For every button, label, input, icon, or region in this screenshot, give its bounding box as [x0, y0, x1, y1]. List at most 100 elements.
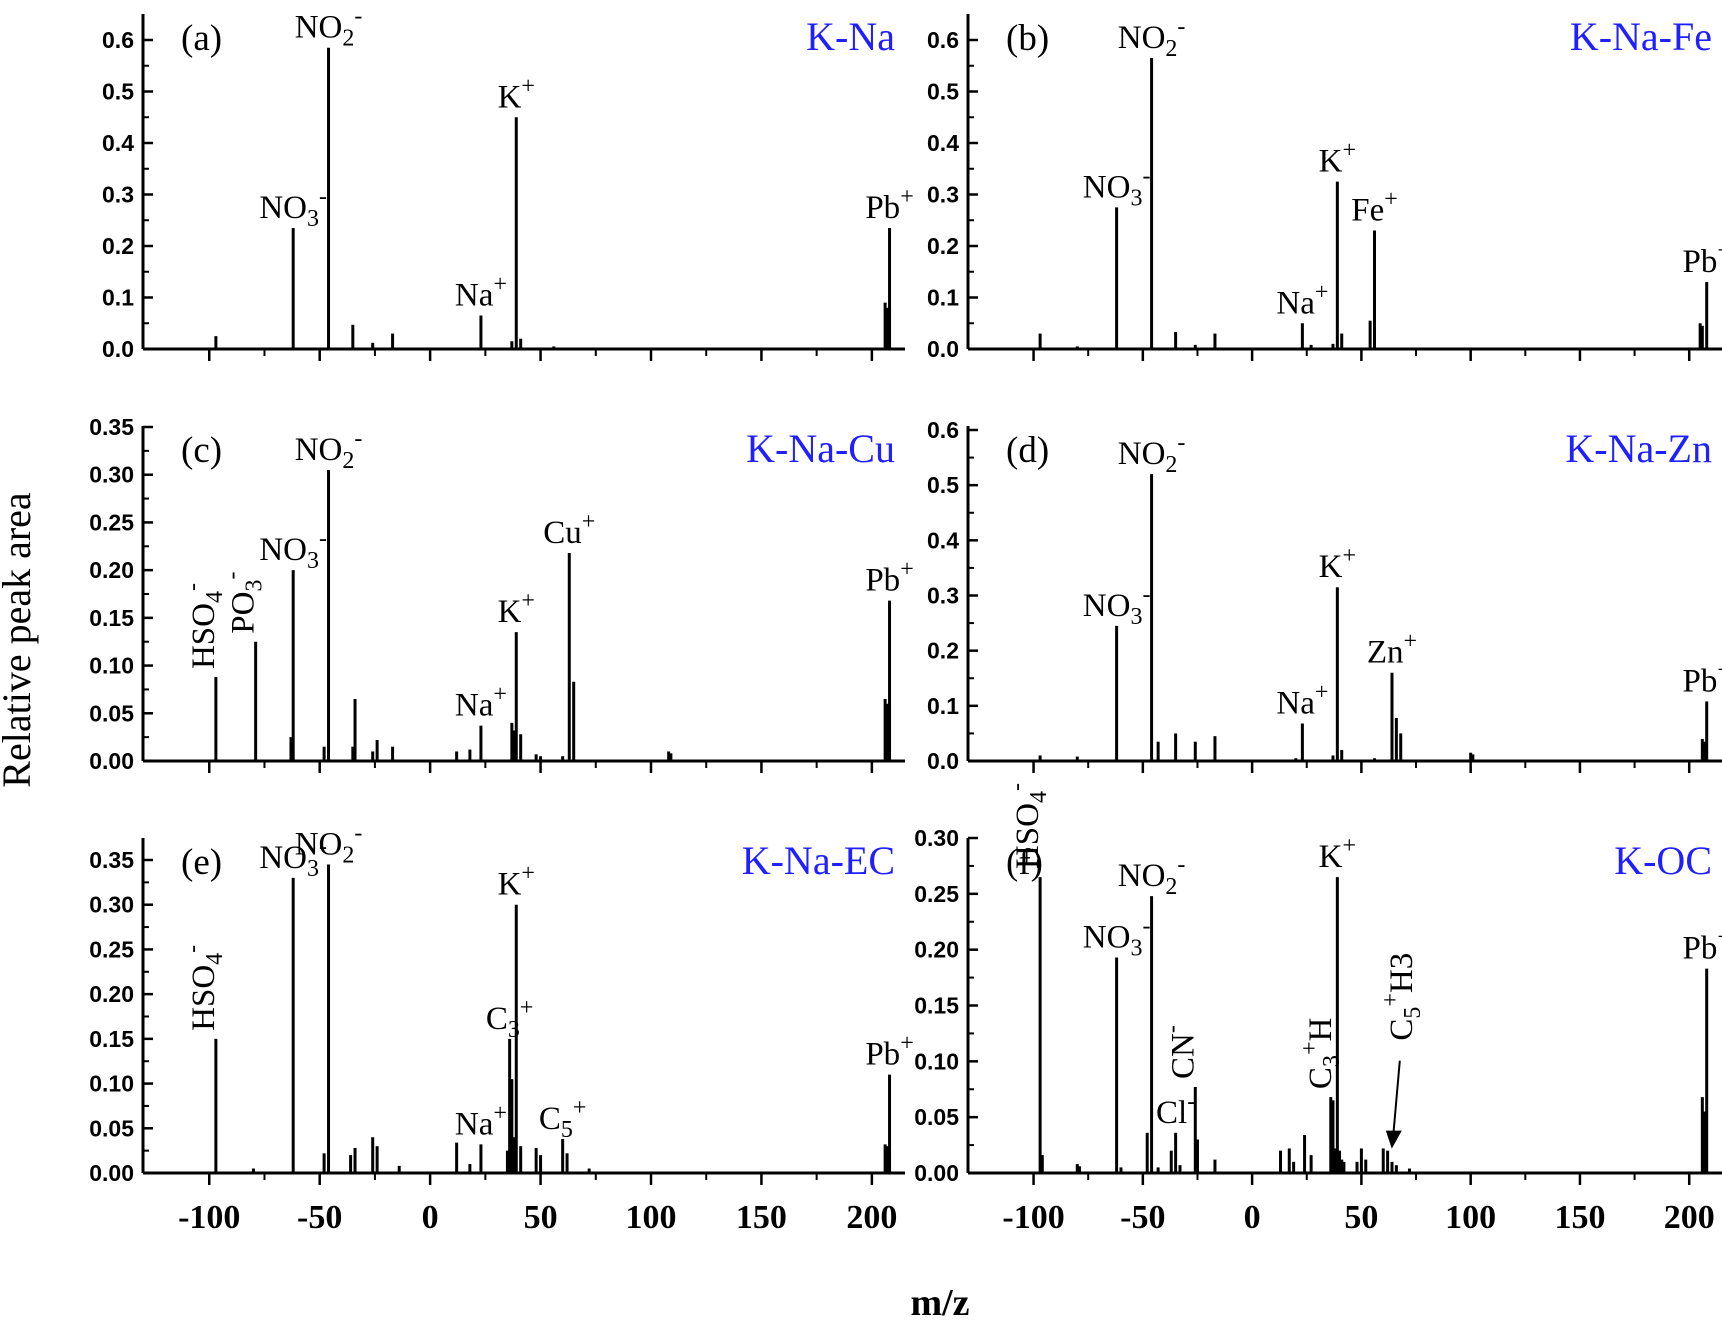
peak-label: HSO4- [1004, 783, 1052, 869]
y-tick-label: 0.1 [927, 285, 959, 311]
peak-label: C5+ [539, 1095, 587, 1143]
y-tick-label: 0.25 [89, 936, 134, 962]
y-tick-label: 0.10 [89, 653, 134, 679]
series-name: K-Na-Fe [1570, 14, 1712, 59]
y-tick-label: 0.00 [89, 748, 134, 774]
y-tick-label: 0.30 [89, 462, 134, 488]
label-arrowhead [1385, 1130, 1402, 1149]
peak-label: C3+ [486, 995, 534, 1043]
x-tick-label: 100 [626, 1199, 677, 1236]
x-tick-label: 200 [1664, 1199, 1715, 1236]
y-tick-label: 0.15 [914, 993, 959, 1019]
panel-a: 0.0 0.1 0.2 0.3 0.4 0.5 0.6 (a) K-Na NO3- NO2- Na+ K… [102, 4, 914, 362]
peak-label: K+ [1319, 833, 1356, 875]
y-tick-label: 0.2 [927, 638, 959, 664]
peak-label: Na+ [1276, 679, 1328, 721]
x-axis-title: m/z [910, 1282, 969, 1324]
panel-d: 0.0 0.1 0.2 0.3 0.4 0.5 0.6 (d) K-Na-Zn NO3- NO2- N… [927, 417, 1722, 774]
peak-label: NO2- [1118, 852, 1186, 900]
x-tick-label: -50 [297, 1199, 342, 1236]
y-tick-label: 0.20 [89, 981, 134, 1007]
y-tick-label: 0.6 [927, 27, 959, 53]
peak-label: NO3- [259, 184, 327, 232]
peak-label: Na+ [455, 272, 507, 314]
panel-label: (c) [181, 430, 222, 471]
y-tick-label: 0.10 [89, 1071, 134, 1097]
series-name: K-Na [806, 14, 895, 59]
x-tick-label: -100 [178, 1199, 240, 1236]
peak-label: Pb+ [1682, 657, 1722, 699]
x-tick-label: 150 [736, 1199, 787, 1236]
peak-label: Pb+ [865, 184, 913, 226]
y-tick-label: 0.1 [102, 285, 134, 311]
x-tick-label: 100 [1445, 1199, 1496, 1236]
y-tick-label: 0.2 [927, 233, 959, 259]
y-tick-label: 0.5 [927, 79, 959, 105]
peak-label: NO2- [1118, 14, 1186, 62]
peak-label: K+ [498, 861, 535, 903]
y-tick-label: 0.20 [89, 557, 134, 583]
peak-label: C3+H [1297, 1018, 1345, 1089]
panel-f: 0.00 0.05 0.10 0.15 0.20 0.25 0.30 -100 -50 0 50 10… [914, 783, 1722, 1236]
x-tick-label: 200 [846, 1199, 897, 1236]
peak-label: NO2- [295, 4, 363, 52]
panel-label: (b) [1006, 18, 1049, 59]
y-tick-label: 0.3 [102, 182, 134, 208]
peak-label: NO2- [295, 426, 363, 474]
panel-c: 0.00 0.05 0.10 0.15 0.20 0.25 0.30 0.35 (c) K-Na-… [89, 414, 914, 774]
label-arrow [1391, 1060, 1401, 1141]
panel-e: 0.00 0.05 0.10 0.15 0.20 0.25 0.30 0.35 -100 -50 0… [89, 820, 914, 1236]
peak-label: C5+H3 [1378, 953, 1426, 1041]
peak-label: K+ [1319, 543, 1356, 585]
x-tick-label: 50 [524, 1199, 558, 1236]
panel-label: (e) [181, 842, 222, 883]
y-tick-label: 0.30 [89, 892, 134, 918]
peak-label: NO3- [1083, 582, 1151, 630]
y-tick-label: 0.4 [927, 130, 959, 156]
peak-label: NO3- [1083, 163, 1151, 211]
panel-label: (d) [1006, 430, 1049, 471]
y-tick-label: 0.05 [89, 1115, 134, 1141]
y-tick-label: 0.5 [927, 472, 959, 498]
y-tick-label: 0.25 [89, 509, 134, 535]
peak-label: Cu+ [543, 509, 595, 551]
series-name: K-Na-EC [742, 838, 895, 883]
x-tick-label: 0 [1244, 1199, 1261, 1236]
peak-label: HSO4- [180, 945, 228, 1031]
series-name: K-Na-Cu [746, 426, 895, 471]
y-tick-label: 0.30 [914, 825, 959, 851]
y-tick-label: 0.35 [89, 847, 134, 873]
peak-label: Pb+ [1682, 925, 1722, 967]
y-tick-label: 0.05 [89, 700, 134, 726]
peak-label: NO3- [259, 834, 327, 882]
peak-label: K+ [1319, 138, 1356, 180]
y-tick-label: 0.4 [102, 130, 134, 156]
peak-label: NO2- [1118, 430, 1186, 478]
y-tick-label: 0.6 [927, 417, 959, 443]
peak-label: Fe+ [1351, 187, 1398, 229]
y-tick-label: 0.2 [102, 233, 134, 259]
x-tick-label: -50 [1120, 1199, 1165, 1236]
y-tick-label: 0.3 [927, 182, 959, 208]
x-tick-label: 0 [422, 1199, 439, 1236]
y-tick-label: 0.10 [914, 1048, 959, 1074]
peak-label: PO3- [220, 572, 268, 634]
y-tick-label: 0.3 [927, 583, 959, 609]
y-tick-label: 0.15 [89, 1026, 134, 1052]
peak-label: HSO4- [180, 583, 228, 669]
series-name: K-Na-Zn [1565, 426, 1712, 471]
y-tick-label: 0.0 [927, 336, 959, 362]
peak-label: NO3- [1083, 913, 1151, 961]
y-tick-label: 0.00 [89, 1160, 134, 1186]
y-tick-label: 0.00 [914, 1160, 959, 1186]
y-tick-label: 0.1 [927, 693, 959, 719]
y-tick-label: 0.35 [89, 414, 134, 440]
peak-label: NO3- [259, 526, 327, 574]
y-tick-label: 0.20 [914, 937, 959, 963]
peak-label: K+ [498, 73, 535, 115]
y-axis-title: Relative peak area [0, 492, 39, 788]
y-tick-label: 0.0 [102, 336, 134, 362]
series-name: K-OC [1614, 838, 1712, 883]
peak-label: Na+ [455, 682, 507, 724]
